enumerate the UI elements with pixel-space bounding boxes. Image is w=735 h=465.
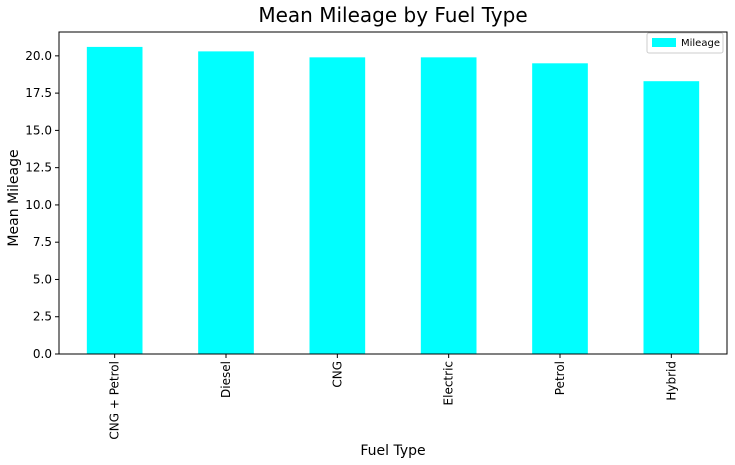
legend-swatch bbox=[652, 38, 676, 47]
chart-title: Mean Mileage by Fuel Type bbox=[258, 3, 527, 27]
y-tick-label: 15.0 bbox=[25, 123, 52, 137]
x-tick-label: Hybrid bbox=[664, 361, 678, 401]
y-tick-label: 12.5 bbox=[25, 161, 52, 175]
y-tick-label: 2.5 bbox=[33, 310, 52, 324]
y-tick-label: 10.0 bbox=[25, 198, 52, 212]
legend-label: Mileage bbox=[681, 38, 720, 49]
y-axis-title: Mean Mileage bbox=[6, 149, 22, 246]
bars-group bbox=[86, 46, 700, 355]
legend: Mileage bbox=[646, 32, 724, 54]
bar-hybrid bbox=[643, 81, 700, 354]
x-tick-label: Electric bbox=[442, 361, 456, 405]
x-tick-label: Diesel bbox=[219, 361, 233, 398]
bar-electric bbox=[420, 57, 477, 355]
y-axis-ticks: 0.0 2.5 5.0 7.5 10.0 12.5 15.0 17.5 20.0 bbox=[25, 49, 59, 361]
x-tick-label: Petrol bbox=[553, 361, 567, 395]
y-tick-label: 17.5 bbox=[25, 86, 52, 100]
bar-cng-petrol bbox=[86, 46, 143, 354]
y-tick-label: 20.0 bbox=[25, 49, 52, 63]
bar-diesel bbox=[198, 51, 254, 354]
y-tick-label: 5.0 bbox=[33, 272, 52, 286]
y-tick-label: 0.0 bbox=[33, 347, 52, 361]
bar-petrol bbox=[532, 63, 588, 355]
x-tick-label: CNG + Petrol bbox=[108, 361, 122, 440]
x-axis-title: Fuel Type bbox=[360, 443, 425, 459]
plot-frame bbox=[58, 31, 728, 355]
y-tick-label: 7.5 bbox=[33, 235, 52, 249]
x-axis-ticks: CNG + Petrol Diesel CNG Electric Petrol Hybri… bbox=[108, 354, 678, 440]
x-tick-label: CNG bbox=[330, 361, 344, 388]
bar-cng bbox=[309, 57, 366, 355]
